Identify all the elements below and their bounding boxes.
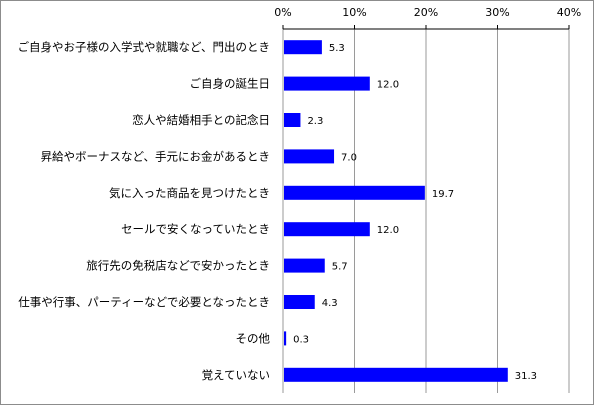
data-label-7: 5.7 xyxy=(332,262,348,273)
data-label-9: 0.3 xyxy=(293,334,309,345)
tick-label-20: 20% xyxy=(414,6,438,19)
data-label-2: 12.0 xyxy=(377,80,399,91)
data-label-1: 5.3 xyxy=(329,43,345,54)
tick-label-40: 40% xyxy=(557,6,581,19)
bar-4 xyxy=(284,149,335,164)
bar-9 xyxy=(284,331,287,346)
data-labels: 5.3 12.0 2.3 7.0 19.7 12.0 5.7 4.3 0.3 31.3 xyxy=(293,43,537,382)
category-label-10: 覚えていない xyxy=(202,368,270,382)
data-label-5: 19.7 xyxy=(432,189,454,200)
data-label-8: 4.3 xyxy=(322,298,338,309)
data-label-4: 7.0 xyxy=(341,152,357,163)
category-label-6: セールで安くなっていたとき xyxy=(121,222,270,236)
data-label-6: 12.0 xyxy=(377,225,399,236)
data-label-3: 2.3 xyxy=(307,116,323,127)
bar-7 xyxy=(284,258,325,273)
x-axis-ticks: 0% 10% 20% 30% 40% xyxy=(274,6,581,30)
bar-1 xyxy=(284,40,322,55)
tick-label-30: 30% xyxy=(485,6,509,19)
tick-label-10: 10% xyxy=(342,6,366,19)
category-label-4: 昇給やボーナスなど、手元にお金があるとき xyxy=(41,149,270,163)
category-label-3: 恋人や結婚相手との記念日 xyxy=(132,113,270,127)
bar-6 xyxy=(284,222,370,237)
category-label-8: 仕事や行事、パーティーなどで必要となったとき xyxy=(18,295,270,309)
category-label-2: ご自身の誕生日 xyxy=(190,77,271,91)
tick-label-0: 0% xyxy=(274,6,291,19)
bar-10 xyxy=(284,367,508,382)
bars xyxy=(284,40,508,382)
category-label-7: 旅行先の免税店などで安かったとき xyxy=(86,259,270,273)
category-label-5: 気に入った商品を見つけたとき xyxy=(109,186,270,200)
bar-2 xyxy=(284,76,370,91)
category-label-9: その他 xyxy=(236,331,271,345)
bar-5 xyxy=(284,185,425,200)
bar-3 xyxy=(284,113,301,127)
data-label-10: 31.3 xyxy=(515,371,537,382)
category-label-1: ご自身やお子様の入学式や就職など、門出のとき xyxy=(18,40,270,54)
category-labels: ご自身やお子様の入学式や就職など、門出のときご自身の誕生日恋人や結婚相手との記念… xyxy=(18,40,271,382)
bar-8 xyxy=(284,295,315,309)
